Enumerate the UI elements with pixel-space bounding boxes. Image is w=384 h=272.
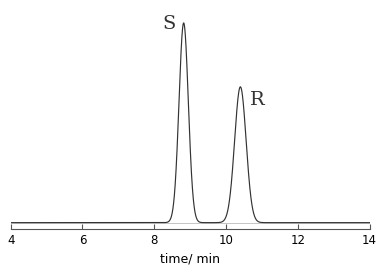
X-axis label: time/ min: time/ min	[160, 252, 220, 265]
Text: S: S	[162, 15, 176, 33]
Text: R: R	[250, 91, 265, 109]
